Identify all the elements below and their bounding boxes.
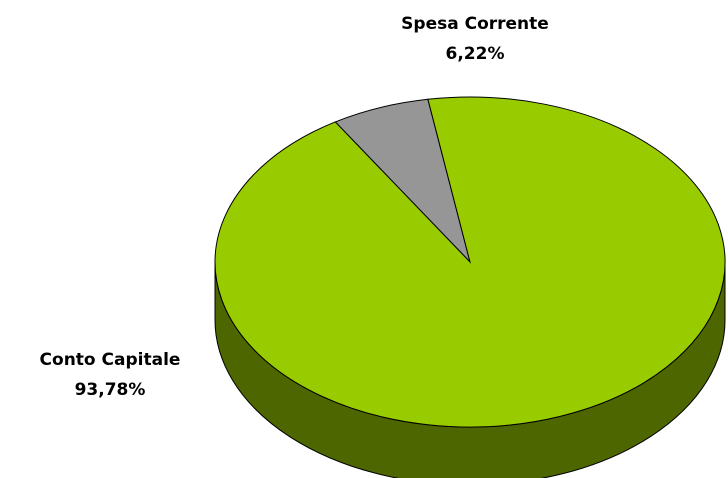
pie-tops (214, 96, 726, 428)
slice (214, 96, 726, 428)
slice-label: Spesa Corrente (401, 14, 549, 34)
slice-value-label: 93,78% (75, 380, 146, 400)
labels: Spesa Corrente 6,22% Conto Capitale 93,78% (40, 14, 549, 400)
slice-value-label: 6,22% (446, 44, 505, 64)
slice-label: Conto Capitale (40, 350, 181, 370)
